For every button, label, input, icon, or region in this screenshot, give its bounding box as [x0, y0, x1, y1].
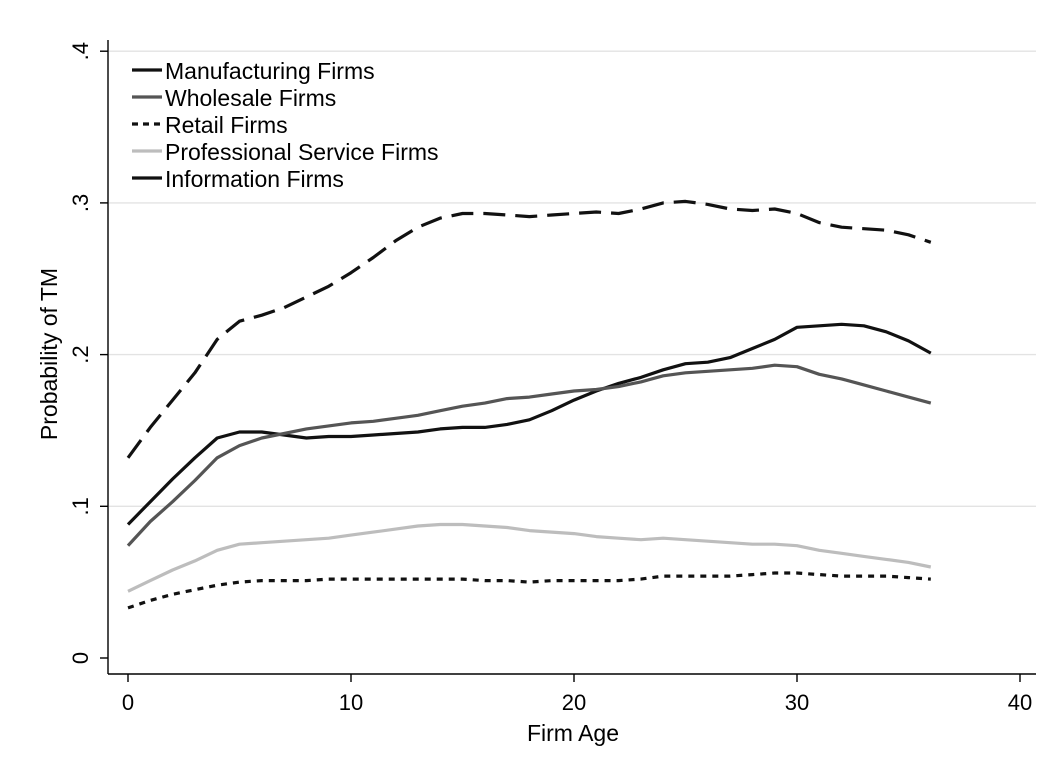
series-line-3 — [127, 571, 931, 610]
axes — [107, 40, 1036, 675]
legend-label: Retail Firms — [165, 112, 288, 138]
x-axis-title: Firm Age — [527, 720, 619, 746]
y-tick-label: .4 — [68, 42, 93, 60]
x-tick-label: 10 — [339, 690, 363, 715]
legend-label: Wholesale Firms — [165, 85, 336, 111]
x-ticks: 0 10 20 30 40 — [122, 674, 1032, 715]
series-line-2 — [126, 363, 932, 547]
series-line-4 — [127, 522, 932, 593]
series-lines — [126, 199, 932, 610]
gridlines — [109, 50, 1036, 507]
y-axis-title: Probability of TM — [36, 268, 62, 440]
y-tick-label: .2 — [68, 345, 93, 363]
legend-label: Information Firms — [165, 166, 344, 192]
y-tick-label: .1 — [68, 497, 93, 515]
x-tick-label: 30 — [785, 690, 809, 715]
legend-label: Manufacturing Firms — [165, 58, 375, 84]
x-tick-label: 40 — [1008, 690, 1032, 715]
y-ticks: 0 .1 .2 .3 .4 — [68, 42, 108, 664]
y-tick-label: 0 — [68, 652, 93, 664]
series-line-5 — [126, 199, 932, 459]
series-line-1 — [126, 322, 932, 526]
legend-label: Professional Service Firms — [165, 139, 439, 165]
x-tick-label: 0 — [122, 690, 134, 715]
x-tick-label: 20 — [562, 690, 586, 715]
y-tick-label: .3 — [68, 194, 93, 212]
